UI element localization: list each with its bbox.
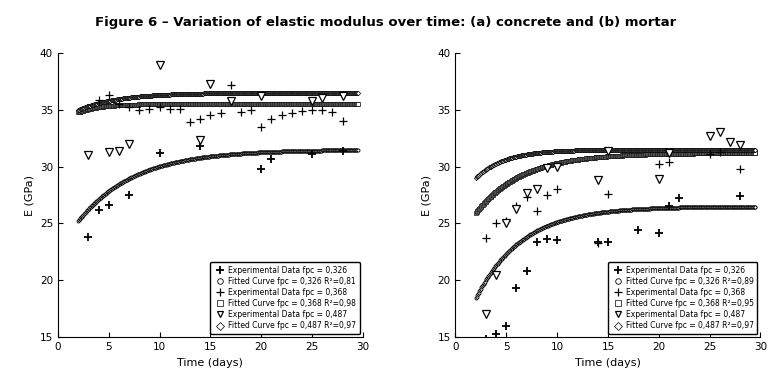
X-axis label: Time (days): Time (days) — [178, 358, 243, 368]
Text: Figure 6 – Variation of elastic modulus over time: (a) concrete and (b) mortar: Figure 6 – Variation of elastic modulus … — [96, 16, 676, 29]
X-axis label: Time (days): Time (days) — [575, 358, 641, 368]
Legend: Experimental Data fpc = 0,326, Fitted Curve fpc = 0,326 R²=0,81, Experimental Da: Experimental Data fpc = 0,326, Fitted Cu… — [211, 262, 360, 334]
Y-axis label: E (GPa): E (GPa) — [24, 174, 34, 216]
Legend: Experimental Data fpc = 0,326, Fitted Curve fpc = 0,326 R²=0,89, Experimental Da: Experimental Data fpc = 0,326, Fitted Cu… — [608, 262, 757, 334]
Y-axis label: E (GPa): E (GPa) — [422, 174, 432, 216]
